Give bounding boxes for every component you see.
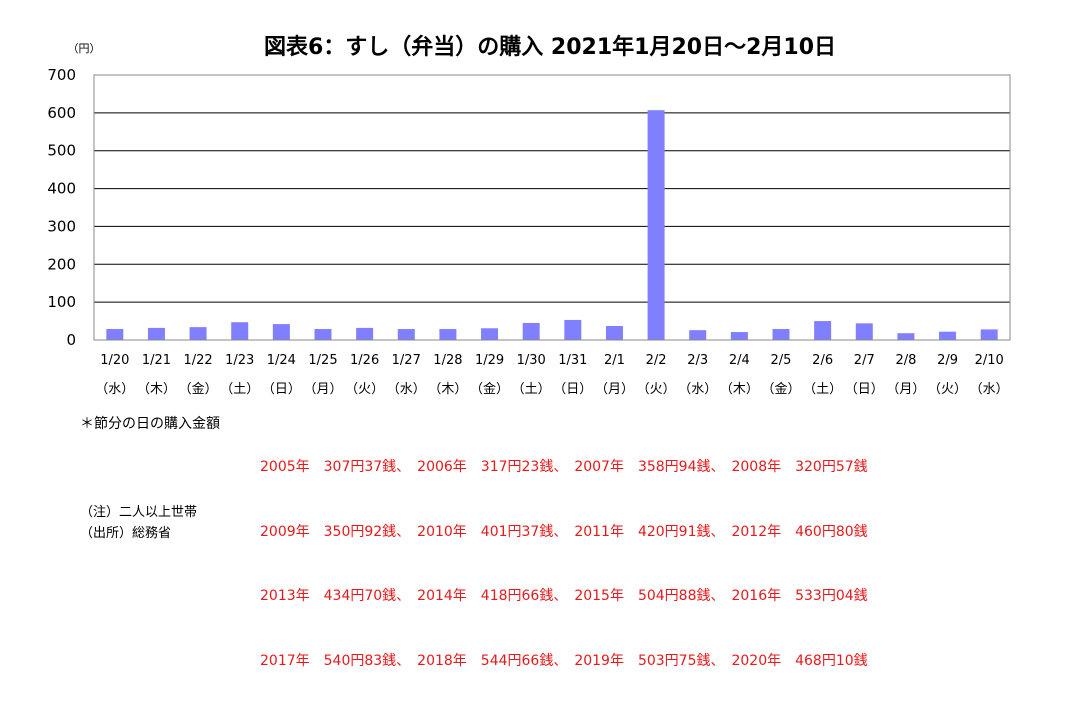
x-tick-label: 1/30 [517, 353, 546, 368]
x-tick-label: 2/7 [854, 353, 875, 368]
y-tick-label: 200 [47, 255, 76, 273]
x-tick-label: 1/28 [433, 353, 462, 368]
weekday-label: （木） [720, 382, 759, 397]
bar [605, 325, 623, 340]
x-tick-label: 2/8 [895, 353, 916, 368]
bar [772, 329, 790, 340]
x-tick-label: 1/24 [267, 353, 296, 368]
y-tick-label: 700 [47, 66, 76, 84]
weekday-label: （火） [637, 382, 676, 397]
weekday-label: （土） [803, 382, 842, 397]
x-tick-label: 1/23 [225, 353, 254, 368]
y-axis-ticks: 0 100 200 300 400 500 600 700 [47, 66, 76, 349]
bar [522, 322, 540, 340]
bar [980, 329, 998, 340]
weekday-label: （金） [179, 381, 218, 397]
y-tick-label: 0 [66, 331, 76, 349]
x-tick-label: 2/1 [604, 353, 625, 368]
bar [814, 321, 832, 340]
weekday-label: （土） [220, 382, 259, 397]
weekday-label: （水） [387, 382, 426, 397]
note-text: （注）二人以上世帯 [80, 505, 198, 520]
bar [939, 331, 957, 340]
y-unit-label: （円） [68, 42, 101, 55]
weekday-label: （水） [678, 382, 717, 397]
bar [272, 324, 290, 340]
x-tick-label: 1/26 [350, 353, 379, 368]
bar [397, 329, 415, 340]
weekday-label: （月） [886, 382, 925, 397]
x-tick-label: 2/6 [812, 353, 833, 368]
weekday-label: （日） [845, 382, 884, 397]
y-tick-label: 300 [47, 217, 76, 235]
source-text: （出所）総務省 [80, 526, 172, 541]
weekday-label: （日） [553, 382, 592, 397]
weekday-label: （火） [928, 382, 967, 397]
x-tick-label: 1/20 [100, 353, 129, 368]
bar [855, 323, 873, 340]
weekday-label: （火） [345, 382, 384, 397]
x-tick-label: 2/5 [771, 353, 792, 368]
weekday-label: （土） [512, 382, 551, 397]
weekday-label: （月） [303, 382, 342, 397]
weekday-label: （金） [470, 381, 509, 397]
setsubun-notes: ＊節分の日の購入金額 2005年 307円37銭、 2006年 317円23銭、… [80, 414, 868, 715]
x-tick-label: 1/22 [183, 353, 212, 368]
y-tick-label: 600 [47, 104, 76, 122]
y-tick-label: 400 [47, 180, 76, 198]
bar [314, 329, 332, 340]
x-tick-label: 1/31 [558, 353, 587, 368]
x-tick-label: 1/29 [475, 353, 504, 368]
bar [189, 327, 207, 340]
gridlines [94, 112, 1010, 303]
setsubun-line: 2009年 350円92銭、 2010年 401円37銭、 2011年 420円… [260, 523, 868, 540]
bar-chart: 図表6：すし（弁当）の購入 2021年1月20日～2月10日 （円） 0 100 2… [47, 34, 1011, 397]
x-tick-label: 1/25 [308, 353, 337, 368]
weekday-label: （木） [428, 382, 467, 397]
x-axis-labels: 1/20 （水） 1/21 （木） 1/22 （金） 1/23 （土） 1/24 （日） 1/25 （… [95, 353, 1008, 397]
bar [231, 322, 249, 340]
setsubun-label: ＊節分の日の購入金額 [80, 416, 220, 432]
x-tick-label: 1/27 [392, 353, 421, 368]
weekday-label: （金） [761, 381, 800, 397]
weekday-label: （水） [95, 382, 134, 397]
y-tick-label: 100 [47, 293, 76, 311]
bar [481, 328, 499, 340]
bar [564, 319, 582, 340]
chart-title: 図表6：すし（弁当）の購入 2021年1月20日～2月10日 [264, 34, 836, 60]
weekday-label: （日） [262, 382, 301, 397]
x-tick-label: 2/2 [646, 353, 667, 368]
setsubun-line: 2005年 307円37銭、 2006年 317円23銭、 2007年 358円… [260, 459, 868, 475]
plot-frame [93, 74, 1011, 341]
y-tick-label: 500 [47, 142, 76, 160]
x-tick-label: 2/9 [937, 353, 958, 368]
weekday-label: （木） [137, 382, 176, 397]
setsubun-line: 2017年 540円83銭、 2018年 544円66銭、 2019年 503円… [260, 652, 868, 669]
bar [730, 332, 748, 340]
weekday-label: （水） [970, 382, 1009, 397]
x-tick-label: 1/21 [142, 353, 171, 368]
bar [689, 330, 707, 340]
x-tick-label: 2/10 [975, 353, 1004, 368]
bar [897, 333, 915, 340]
bar [647, 110, 665, 340]
bar [439, 329, 457, 340]
bar [356, 327, 374, 340]
x-tick-label: 2/4 [729, 353, 750, 368]
x-tick-label: 2/3 [687, 353, 708, 368]
bars [106, 110, 998, 340]
bar [106, 329, 124, 340]
weekday-label: （月） [595, 382, 634, 397]
bar [147, 327, 165, 340]
setsubun-line: 2013年 434円70銭、 2014年 418円66銭、 2015年 504円… [260, 588, 868, 604]
